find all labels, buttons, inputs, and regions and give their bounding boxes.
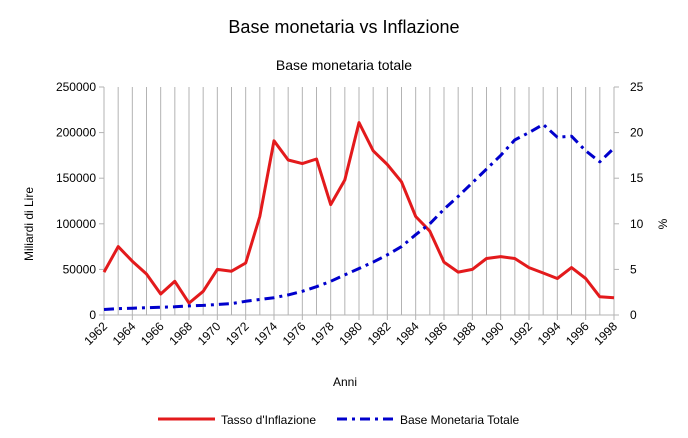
y-left-tick-label: 100000 <box>56 217 96 231</box>
y-right-tick-label: 10 <box>630 217 644 231</box>
x-axis-ticks: 1962 1964 1966 1968 1970 1972 1974 1976 1978 1980… <box>81 315 620 348</box>
chart-title: Base monetaria vs Inflazione <box>228 17 460 37</box>
x-tick-label: 1980 <box>336 319 365 348</box>
y-left-tick-label: 0 <box>89 308 96 322</box>
x-tick-label: 1994 <box>535 319 564 348</box>
chart-subtitle: Base monetaria totale <box>275 57 413 73</box>
x-tick-label: 1970 <box>195 319 224 348</box>
y-right-tick-label: 25 <box>630 80 644 94</box>
series-group <box>102 121 616 311</box>
x-tick-label: 1988 <box>450 319 479 348</box>
y-left-tick-label: 150000 <box>56 171 96 185</box>
x-tick-label: 1962 <box>81 319 110 348</box>
x-tick-label: 1992 <box>506 319 535 348</box>
y-right-tick-label: 20 <box>630 126 644 140</box>
x-tick-label: 1996 <box>563 319 592 348</box>
x-tick-label: 1978 <box>308 319 337 348</box>
legend-label: Base Monetaria Totale <box>400 413 520 427</box>
y-left-tick-label: 250000 <box>56 80 96 94</box>
x-tick-label: 1974 <box>251 319 280 348</box>
x-axis-label: Anni <box>333 375 357 389</box>
y-right-tick-label: 0 <box>630 308 637 322</box>
y-left-tick-label: 50000 <box>63 262 97 276</box>
x-tick-label: 1986 <box>421 319 450 348</box>
right-axis-ticks: 0 5 10 15 20 25 <box>614 80 644 322</box>
x-tick-label: 1968 <box>166 319 195 348</box>
y-axis-right-label: % <box>656 218 670 229</box>
x-tick-label: 1964 <box>110 319 139 348</box>
x-tick-label: 1972 <box>223 319 252 348</box>
series-line-monetary-base <box>103 122 616 311</box>
grid-lines <box>103 87 615 315</box>
x-tick-label: 1990 <box>478 319 507 348</box>
x-tick-label: 1966 <box>138 319 167 348</box>
x-tick-label: 1998 <box>591 319 620 348</box>
y-right-tick-label: 5 <box>630 262 637 276</box>
y-axis-left-label: Miliardi di Lire <box>22 187 36 261</box>
series-line-inflation <box>102 121 615 305</box>
y-right-tick-label: 15 <box>630 171 644 185</box>
x-tick-label: 1982 <box>365 319 394 348</box>
legend-label: Tasso d'Inflazione <box>221 413 316 427</box>
y-left-tick-label: 200000 <box>56 126 96 140</box>
x-tick-label: 1976 <box>280 319 309 348</box>
left-axis-ticks: 0 50000 100000 150000 200000 250000 <box>56 80 104 322</box>
legend: Tasso d'Inflazione Base Monetaria Totale <box>158 413 520 427</box>
x-tick-label: 1984 <box>393 319 422 348</box>
